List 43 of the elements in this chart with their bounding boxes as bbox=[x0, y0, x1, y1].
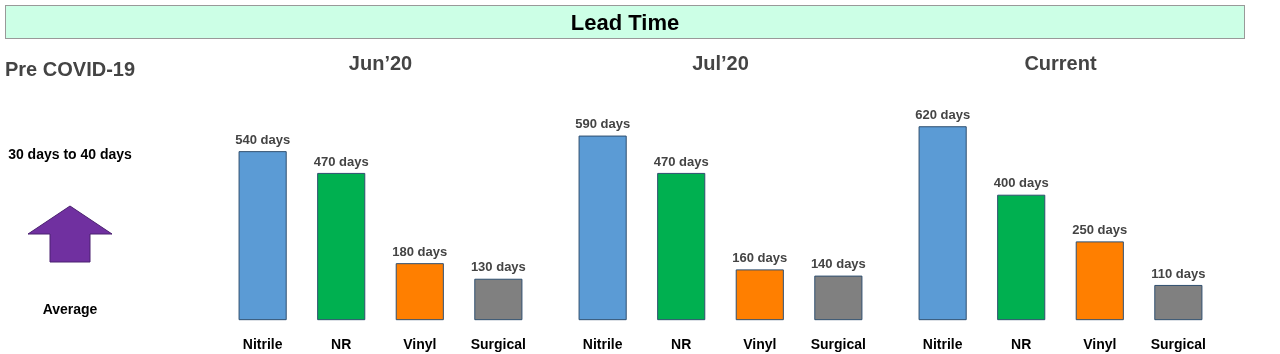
bar bbox=[735, 269, 784, 321]
data-label: 130 days bbox=[470, 259, 526, 275]
data-label: 110 days bbox=[1151, 265, 1206, 281]
bar bbox=[1075, 241, 1124, 321]
bar bbox=[317, 172, 366, 321]
text: 30 days to 40 days bbox=[7, 144, 133, 164]
text: Pre COVID-19 bbox=[5, 57, 136, 82]
bar bbox=[814, 275, 863, 321]
x-tick-label: Surgical bbox=[470, 335, 526, 352]
x-tick-label: NR bbox=[331, 335, 352, 352]
bar bbox=[997, 194, 1046, 321]
bar bbox=[918, 126, 967, 321]
bar bbox=[395, 263, 444, 321]
text: Average bbox=[41, 299, 99, 319]
bar bbox=[474, 278, 523, 321]
data-label: 180 days bbox=[392, 243, 448, 259]
bar bbox=[657, 172, 706, 321]
data-label: 470 days bbox=[313, 153, 369, 169]
bar bbox=[578, 135, 627, 321]
bar bbox=[1154, 284, 1203, 321]
x-tick-label: Vinyl bbox=[743, 335, 777, 352]
data-label: 470 days bbox=[653, 153, 709, 169]
x-tick-label: Surgical bbox=[1150, 335, 1206, 352]
chart-title: Jun’20 bbox=[348, 51, 413, 74]
x-tick-label: Vinyl bbox=[403, 335, 437, 352]
x-tick-label: Nitrile bbox=[922, 335, 963, 352]
x-tick-label: Surgical bbox=[810, 335, 866, 352]
x-tick-label: NR bbox=[1011, 335, 1032, 352]
x-tick-label: Nitrile bbox=[242, 335, 283, 352]
data-label: 160 days bbox=[732, 250, 788, 266]
data-label: 540 days bbox=[235, 131, 291, 147]
data-label: 140 days bbox=[810, 256, 866, 272]
data-label: 620 days bbox=[915, 106, 971, 122]
x-tick-label: Vinyl bbox=[1083, 335, 1117, 352]
text: Lead Time bbox=[570, 9, 680, 37]
x-tick-label: Nitrile bbox=[582, 335, 623, 352]
data-label: 250 days bbox=[1072, 222, 1128, 238]
data-label: 590 days bbox=[575, 116, 631, 132]
chart-title: Jul’20 bbox=[692, 51, 749, 74]
bar bbox=[238, 151, 287, 321]
chart-title: Current bbox=[1024, 51, 1097, 74]
x-tick-label: NR bbox=[671, 335, 692, 352]
data-label: 400 days bbox=[993, 175, 1049, 191]
